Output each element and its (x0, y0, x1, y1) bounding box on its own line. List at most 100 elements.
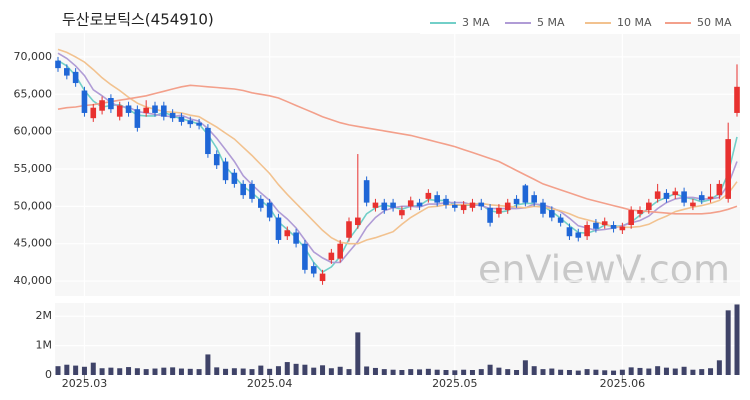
candle-body (504, 202, 511, 211)
volume-bar (699, 369, 705, 375)
volume-bar (558, 369, 564, 375)
candle-body (610, 225, 617, 229)
volume-bar (346, 369, 352, 375)
volume-bar (337, 366, 343, 375)
candle-body (522, 185, 529, 203)
volume-bar (117, 368, 123, 375)
candle-body (258, 198, 264, 208)
candle-body (531, 195, 537, 203)
candle-body (346, 221, 352, 238)
y-tick-label: 70,000 (14, 50, 53, 63)
volume-bar (223, 368, 229, 375)
volume-bar (619, 369, 625, 375)
volume-bar (64, 364, 70, 375)
volume-bar (381, 369, 387, 375)
candle-body (513, 198, 520, 205)
volume-bar (425, 368, 431, 375)
watermark: enViewV.com (478, 248, 730, 292)
volume-bar (593, 369, 599, 375)
candle-body (319, 273, 326, 282)
volume-bar (672, 368, 678, 375)
volume-bar (73, 365, 79, 375)
candle-body (663, 192, 670, 199)
legend-label: 10 MA (617, 16, 652, 29)
volume-bar (505, 369, 511, 375)
candle-body (90, 107, 97, 119)
volume-bar (170, 367, 176, 375)
volume-bar (531, 366, 537, 375)
candle-body (328, 252, 335, 261)
chart-title: 두산로보틱스(454910) (62, 11, 214, 29)
volume-bar (320, 365, 326, 375)
volume-bar (302, 364, 308, 375)
volume-bar (575, 370, 581, 375)
volume-bar (734, 304, 740, 375)
volume-bar (514, 370, 520, 375)
candle-body (681, 191, 687, 203)
candle-body (654, 191, 661, 199)
volume-bar (690, 369, 696, 375)
y-tick-label: 40,000 (14, 274, 53, 287)
volume-bar (566, 370, 572, 375)
candle-body (460, 204, 467, 211)
candle-body (619, 226, 626, 231)
volume-bar (249, 369, 255, 375)
volume-bar (611, 370, 617, 375)
candle-body (734, 86, 740, 113)
volume-bar (240, 368, 246, 375)
volume-bar (311, 367, 317, 375)
volume-bar (637, 367, 643, 375)
candle-body (487, 207, 493, 223)
candle-body (443, 198, 449, 205)
volume-bar (108, 367, 114, 375)
candle-body (646, 202, 652, 211)
candle-body (372, 202, 379, 208)
volume-bar (584, 369, 590, 375)
volume-bar (161, 367, 167, 375)
y-tick-label: 55,000 (14, 162, 53, 175)
candle-body (381, 202, 388, 211)
candle-body (399, 210, 405, 216)
candle-body (72, 71, 79, 84)
x-tick-label: 2025.03 (62, 377, 108, 390)
volume-bar (90, 362, 96, 375)
candle-body (249, 183, 255, 199)
candle-body (310, 266, 317, 274)
candle-body (143, 107, 149, 113)
candle-body (452, 204, 458, 208)
candle-body (672, 191, 679, 196)
volume-bar (275, 366, 281, 375)
candle-body (566, 227, 573, 237)
volume-bar (725, 310, 731, 375)
volume-bar (522, 360, 528, 375)
candle-body (434, 195, 440, 203)
y-tick-label: 50,000 (14, 199, 53, 212)
candle-body (725, 139, 731, 199)
candle-body (187, 120, 194, 125)
x-tick-label: 2025.06 (600, 377, 646, 390)
candle-body (690, 202, 696, 207)
candle-body (196, 122, 202, 126)
volume-bar (187, 368, 193, 375)
volume-bar (126, 367, 132, 375)
x-tick-label: 2025.05 (432, 377, 478, 390)
candle-body (540, 202, 546, 214)
candle-body (425, 192, 432, 199)
volume-bar (178, 368, 184, 375)
y-tick-label: 65,000 (14, 87, 53, 100)
candle-body (637, 210, 643, 214)
candle-body (64, 68, 70, 76)
candle-body (478, 202, 485, 207)
candle-body (407, 200, 414, 207)
volume-panel (55, 303, 740, 375)
candle-body (707, 196, 714, 199)
volume-bar (628, 367, 634, 375)
candle-body (125, 105, 132, 113)
ma-line (57, 84, 738, 215)
volume-bar (487, 364, 493, 375)
candle-body (337, 243, 343, 259)
candle-body (222, 161, 229, 181)
candle-body (355, 217, 361, 226)
volume-bar (372, 367, 378, 375)
